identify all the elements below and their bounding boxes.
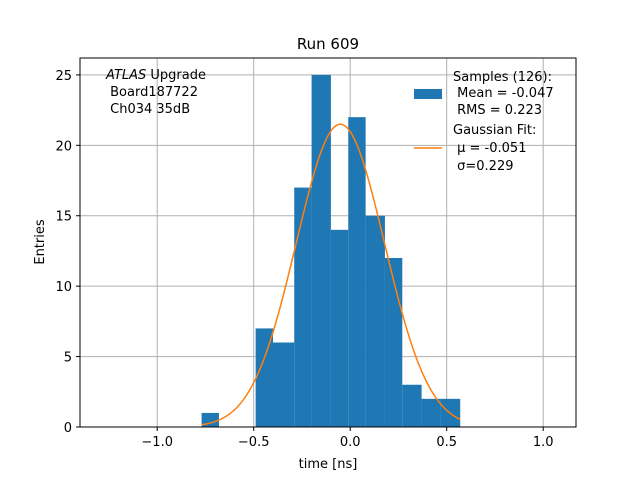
plot-frame [79, 57, 577, 428]
annotation-line-3: Ch034 35dB [106, 102, 190, 117]
legend-samples-line-3: RMS = 0.223 [453, 103, 542, 118]
annotation-upgrade: Upgrade [146, 68, 206, 83]
histogram-bar [402, 384, 422, 427]
histogram-bar [311, 74, 331, 428]
y-axis-label: Entries [33, 219, 48, 265]
histogram-bar [421, 398, 441, 427]
y-tick-label: 5 [64, 351, 72, 366]
y-axis-ticks: 0 5 10 15 20 25 [55, 69, 80, 436]
y-tick-label: 25 [55, 69, 72, 84]
x-tick-label: 0.0 [340, 435, 361, 450]
y-tick-label: 0 [64, 421, 72, 436]
legend-samples-line-1: Samples (126): [453, 70, 552, 85]
histogram-bar [348, 117, 366, 427]
gaussian-fit-curve [201, 123, 461, 426]
x-axis-ticks: −1.0 −0.5 0.0 0.5 1.0 [141, 427, 554, 450]
legend-samples-swatch [414, 89, 442, 99]
x-axis-label: time [ns] [299, 457, 358, 472]
legend-fit-line-1: Gaussian Fit: [453, 123, 536, 138]
annotation-box: ATLAS Upgrade Board187722 Ch034 35dB [105, 68, 206, 117]
x-tick-label: 0.5 [436, 435, 457, 450]
annotation-line-2: Board187722 [106, 85, 198, 100]
histogram-bar [294, 187, 312, 427]
legend-fit-line-3: σ=0.229 [453, 159, 513, 174]
legend: Samples (126): Mean = -0.047 RMS = 0.223… [414, 70, 554, 174]
annotation-line-1: ATLAS Upgrade [105, 68, 206, 83]
histogram-bar [330, 229, 349, 427]
y-tick-label: 10 [55, 280, 72, 295]
legend-samples-line-2: Mean = -0.047 [453, 86, 554, 101]
chart-title: Run 609 [297, 35, 359, 53]
x-tick-label: 1.0 [533, 435, 554, 450]
histogram-bar [272, 342, 295, 427]
x-tick-label: −0.5 [238, 435, 270, 450]
legend-fit-line-2: μ = -0.051 [453, 141, 526, 156]
histogram-bar [255, 328, 273, 427]
histogram-bar [365, 215, 385, 427]
x-tick-label: −1.0 [141, 435, 173, 450]
y-tick-label: 15 [55, 210, 72, 225]
y-tick-label: 20 [55, 139, 72, 154]
histogram-bars [201, 74, 461, 428]
annotation-atlas: ATLAS [105, 68, 146, 83]
